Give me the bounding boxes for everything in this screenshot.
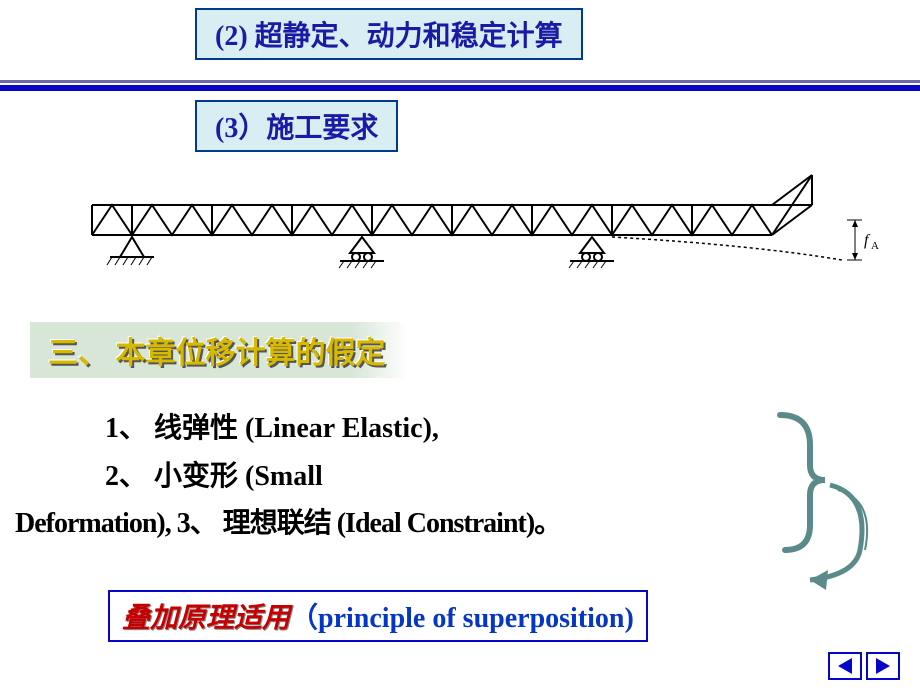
superposition-text: （principle of superposition): [290, 603, 634, 634]
prev-icon: [836, 658, 854, 674]
divider-line: [0, 80, 920, 92]
assumption-2: 2、 小变形 (Small: [105, 453, 755, 501]
assumption-3: Deformation), 3、 理想联结 (Ideal Constraint)…: [15, 500, 755, 548]
section-header-text: 三、 本章位移计算的假定: [48, 337, 386, 370]
divider-bottom: [0, 85, 920, 91]
prev-button[interactable]: [828, 652, 862, 680]
section-header-assumptions: 三、 本章位移计算的假定: [30, 322, 408, 378]
assumption-1: 1、 线弹性 (Linear Elastic),: [105, 405, 755, 453]
nav-buttons: [828, 652, 900, 680]
title-text-2: (2) 超静定、动力和稳定计算: [215, 21, 563, 52]
title-text-3: (3）施工要求: [215, 113, 378, 144]
assumptions-list: 1、 线弹性 (Linear Elastic), 2、 小变形 (Small D…: [105, 405, 755, 548]
next-icon: [874, 658, 892, 674]
superposition-box: 叠加原理适用（principle of superposition): [108, 590, 648, 642]
deflection-label: f: [864, 232, 871, 249]
deflection-label-sub: A: [871, 240, 879, 252]
superposition-label: 叠加原理适用: [122, 603, 290, 634]
divider-top: [0, 80, 920, 83]
title-box-statically-indeterminate: (2) 超静定、动力和稳定计算: [195, 8, 583, 60]
next-button[interactable]: [866, 652, 900, 680]
truss-diagram: f A: [52, 165, 882, 285]
brace-arrow: [770, 400, 890, 590]
title-box-construction: (3）施工要求: [195, 100, 398, 152]
